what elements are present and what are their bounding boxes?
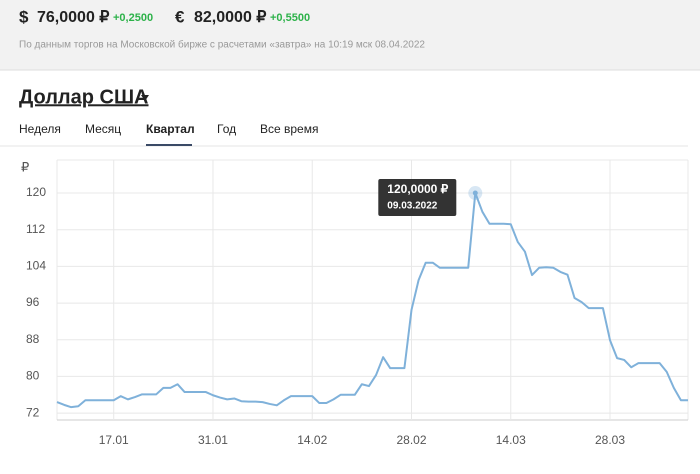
rate-symbol: € [175, 7, 185, 26]
x-tick-label: 28.03 [595, 433, 625, 447]
tab[interactable]: Год [217, 122, 236, 136]
y-tick-label: 112 [26, 222, 45, 236]
x-tick-label: 31.01 [198, 433, 228, 447]
tab[interactable]: Месяц [85, 122, 121, 136]
rate-change: +0,2500 [113, 12, 153, 24]
title[interactable]: Доллар США [19, 86, 149, 108]
y-tick-label: 96 [26, 295, 40, 309]
x-tick-label: 17.01 [99, 433, 129, 447]
y-tick-label: 104 [26, 259, 46, 273]
x-tick-label: 28.02 [396, 433, 426, 447]
x-tick-label: 14.02 [297, 433, 327, 447]
y-tick-label: 120 [26, 185, 46, 199]
tab-active[interactable]: Квартал [146, 122, 195, 136]
rate-value: 82,0000 ₽ [194, 9, 266, 26]
y-tick-label: 88 [26, 332, 40, 346]
tooltip-value: 120,0000 ₽ [387, 182, 448, 196]
note: По данным торгов на Московской бирже с р… [19, 39, 425, 51]
tab[interactable]: Неделя [19, 122, 61, 136]
line [56, 192, 688, 409]
rate-change: +0,5500 [270, 12, 310, 24]
rate-symbol: $ [19, 7, 29, 26]
y-axis-label: ₽ [21, 159, 29, 174]
y-tick-label: 72 [26, 405, 40, 419]
rate-value: 76,0000 ₽ [37, 9, 109, 26]
dropdown-arrow[interactable] [141, 95, 149, 101]
hover-point [472, 190, 478, 196]
x-tick-label: 14.03 [496, 433, 526, 447]
tab[interactable]: Все время [260, 122, 318, 136]
header-band [0, 0, 700, 70]
tooltip-box [378, 179, 457, 217]
tooltip-date: 09.03.2022 [387, 201, 437, 212]
y-tick-label: 80 [26, 369, 40, 383]
tab-underline [146, 144, 192, 146]
